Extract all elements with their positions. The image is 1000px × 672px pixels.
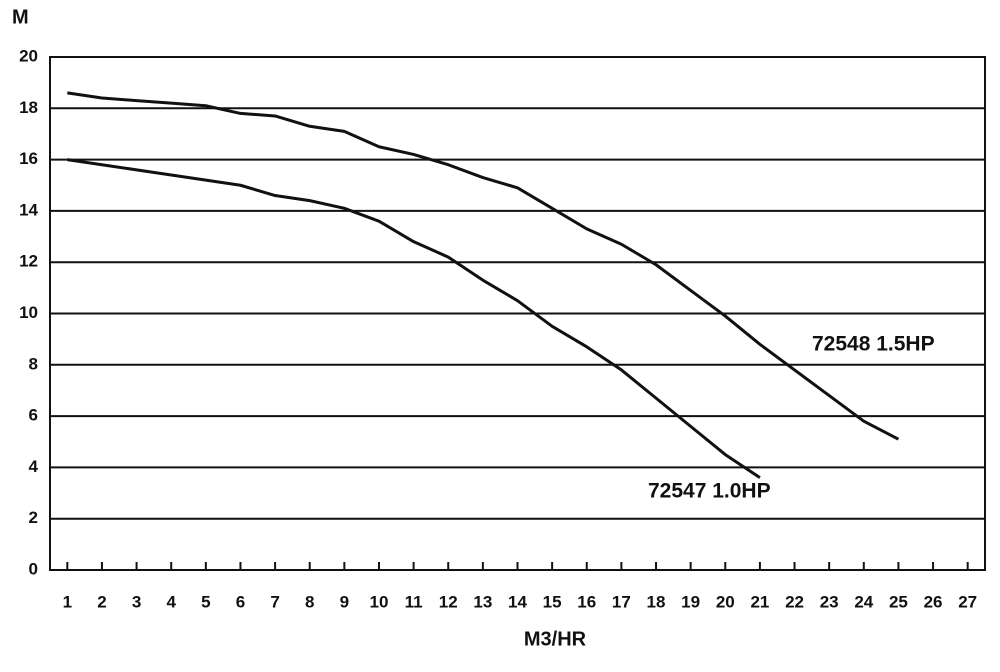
x-tick-label: 9	[340, 592, 349, 611]
y-tick-label: 6	[29, 406, 38, 425]
x-tick-label: 14	[508, 592, 527, 611]
x-tick-label: 26	[924, 592, 943, 611]
y-tick-label: 14	[19, 200, 38, 219]
x-tick-label: 2	[97, 592, 106, 611]
x-tick-label: 21	[750, 592, 769, 611]
y-tick-label: 18	[19, 98, 38, 117]
y-tick-label: 2	[29, 508, 38, 527]
x-tick-label: 10	[370, 592, 389, 611]
x-tick-label: 12	[439, 592, 458, 611]
y-tick-label: 4	[29, 457, 39, 476]
x-tick-label: 23	[820, 592, 839, 611]
x-tick-label: 11	[405, 592, 423, 611]
y-tick-label: 12	[19, 252, 38, 271]
x-axis-label: M3/HR	[524, 628, 587, 650]
x-tick-label: 7	[270, 592, 279, 611]
x-tick-label: 25	[889, 592, 908, 611]
y-tick-label: 0	[29, 559, 38, 578]
series-label: 72547 1.0HP	[648, 480, 771, 503]
x-tick-label: 6	[236, 592, 245, 611]
y-axis-label: M	[12, 6, 29, 28]
x-tick-label: 18	[647, 592, 666, 611]
series-line	[67, 91, 900, 441]
y-tick-label: 10	[19, 303, 38, 322]
x-tick-label: 13	[473, 592, 492, 611]
x-tick-label: 19	[681, 592, 700, 611]
series-label: 72548 1.5HP	[812, 333, 935, 356]
x-tick-label: 16	[577, 592, 596, 611]
x-tick-label: 3	[132, 592, 141, 611]
x-tick-label: 4	[166, 592, 176, 611]
y-tick-label: 8	[29, 354, 38, 373]
x-tick-label: 24	[854, 592, 873, 611]
x-tick-label: 1	[63, 592, 72, 611]
x-tick-label: 17	[612, 592, 631, 611]
series-line	[67, 158, 761, 479]
x-tick-label: 20	[716, 592, 735, 611]
x-tick-label: 15	[543, 592, 562, 611]
y-tick-label: 20	[19, 46, 38, 65]
y-tick-label: 16	[19, 149, 38, 168]
x-tick-label: 27	[958, 592, 977, 611]
x-tick-label: 22	[785, 592, 804, 611]
x-tick-label: 8	[305, 592, 314, 611]
x-tick-label: 5	[201, 592, 210, 611]
